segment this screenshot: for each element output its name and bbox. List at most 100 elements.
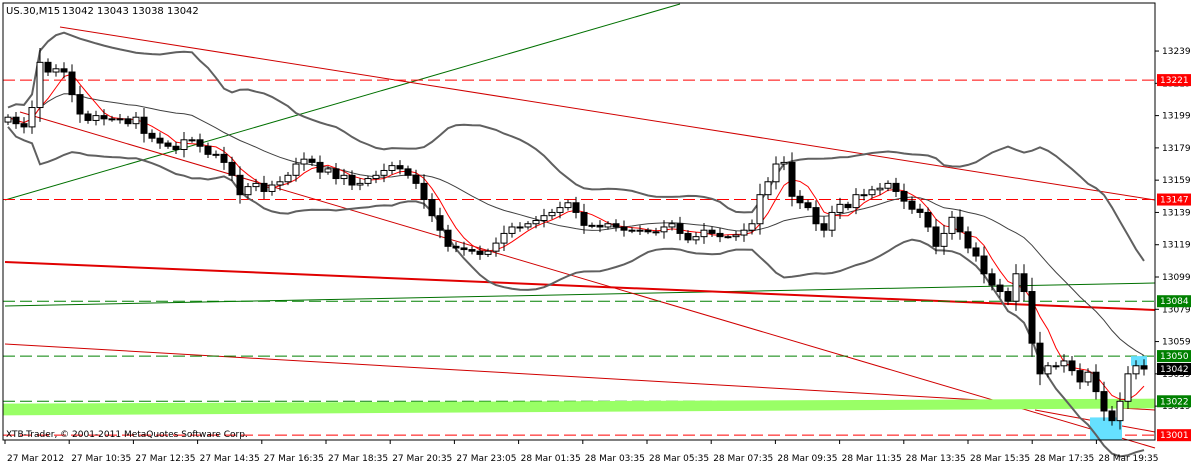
candle-body	[836, 203, 844, 213]
candle-body	[540, 215, 548, 222]
time-tick-label: 28 Mar 01:35	[521, 454, 581, 464]
candle-body	[500, 232, 508, 244]
candle-body	[476, 250, 484, 255]
price-tick-label: 13119	[1162, 241, 1191, 251]
candle-body	[804, 202, 812, 209]
candle-body	[676, 223, 684, 234]
candle-body	[420, 182, 428, 201]
price-label-box	[1157, 350, 1191, 363]
candle-body	[924, 211, 932, 228]
candle-body	[1044, 365, 1052, 375]
symbol-label: US.30,M15	[6, 6, 60, 17]
target-zone	[1090, 417, 1122, 441]
candle-body	[988, 273, 996, 286]
candle-body	[1028, 291, 1036, 344]
candle-body	[980, 255, 988, 275]
candle-body	[28, 107, 36, 128]
candle-body	[300, 158, 308, 165]
candle-body	[1076, 370, 1084, 383]
trend-line[interactable]	[19, 111, 1156, 449]
price-label-box	[1157, 429, 1191, 442]
price-tick-label: 13079	[1162, 305, 1191, 315]
candle-body	[244, 186, 252, 196]
candle-body	[908, 200, 916, 210]
time-tick-label: 28 Mar 05:35	[649, 454, 709, 464]
price-tick-label: 13179	[1162, 144, 1191, 154]
candle-body	[84, 113, 92, 121]
candle-body	[548, 211, 556, 217]
price-label-box	[1157, 193, 1191, 206]
bollinger-upper	[7, 31, 1145, 262]
price-tick-label: 13099	[1162, 273, 1191, 283]
candle-body	[196, 139, 204, 147]
candle-body	[964, 231, 972, 249]
candle-body	[756, 194, 764, 225]
trend-line[interactable]	[59, 26, 1156, 201]
candle-body	[788, 161, 796, 197]
candle-body	[588, 224, 596, 227]
candle-body	[380, 169, 388, 176]
price-tick-label: 13059	[1162, 338, 1191, 348]
candle-body	[796, 195, 804, 204]
price-label-box	[1157, 363, 1191, 375]
candle-body	[932, 226, 940, 247]
candle-body	[1020, 273, 1028, 293]
candle-body	[1084, 371, 1092, 383]
candle-body	[524, 223, 532, 228]
candle-body	[1004, 291, 1012, 302]
time-tick-label: 28 Mar 09:35	[777, 454, 837, 464]
candle-body	[188, 139, 196, 142]
price-label-text: 13221	[1160, 76, 1189, 86]
trendline-layer	[4, 3, 1156, 449]
candle-body	[684, 232, 692, 241]
candle-body	[852, 194, 860, 209]
time-tick-label: 28 Mar 07:35	[713, 454, 773, 464]
candle-body	[124, 118, 132, 125]
candle-body	[844, 203, 852, 209]
candle-body	[572, 202, 580, 213]
candle-body	[44, 61, 52, 73]
candle-body	[20, 123, 28, 128]
candle-body	[668, 223, 676, 228]
candle-body	[868, 189, 876, 196]
candle-body	[308, 158, 316, 163]
candle-body	[996, 284, 1004, 293]
candle-body	[620, 226, 628, 231]
copyright-label: XTB-Trader, © 2001-2011 MetaQuotes Softw…	[6, 430, 248, 440]
support-zone	[3, 398, 1155, 416]
candle-body	[612, 223, 620, 228]
candle-body	[732, 234, 740, 238]
candle-body	[972, 247, 980, 257]
candle-body	[860, 194, 868, 197]
candle-body	[252, 182, 260, 188]
price-label-text: 13084	[1160, 297, 1189, 307]
candle-body	[60, 68, 68, 73]
candle-body	[316, 161, 324, 173]
price-label-box	[1157, 295, 1191, 308]
candle-body	[332, 168, 340, 180]
trend-line[interactable]	[4, 282, 1156, 307]
candle-body	[116, 118, 124, 121]
candle-body	[356, 182, 364, 186]
trend-line[interactable]	[4, 261, 1156, 311]
candle-body	[12, 116, 20, 125]
time-tick-label: 27 Mar 2012	[7, 454, 64, 464]
candle-body	[1108, 410, 1116, 422]
candle-body	[4, 116, 12, 123]
trend-line[interactable]	[4, 343, 1156, 411]
trend-line[interactable]	[4, 3, 681, 201]
candle-body	[276, 181, 284, 186]
candle-body	[428, 199, 436, 217]
price-tick-label: 13139	[1162, 208, 1191, 218]
time-tick-label: 28 Mar 15:35	[970, 454, 1030, 464]
candle-body	[268, 184, 276, 192]
price-label-box	[1157, 74, 1191, 87]
candle-body	[492, 242, 500, 252]
candle-body	[468, 249, 476, 252]
candle-body	[708, 229, 716, 234]
candle-body	[1116, 400, 1124, 422]
candle-body	[412, 174, 420, 184]
candle-body	[436, 215, 444, 231]
